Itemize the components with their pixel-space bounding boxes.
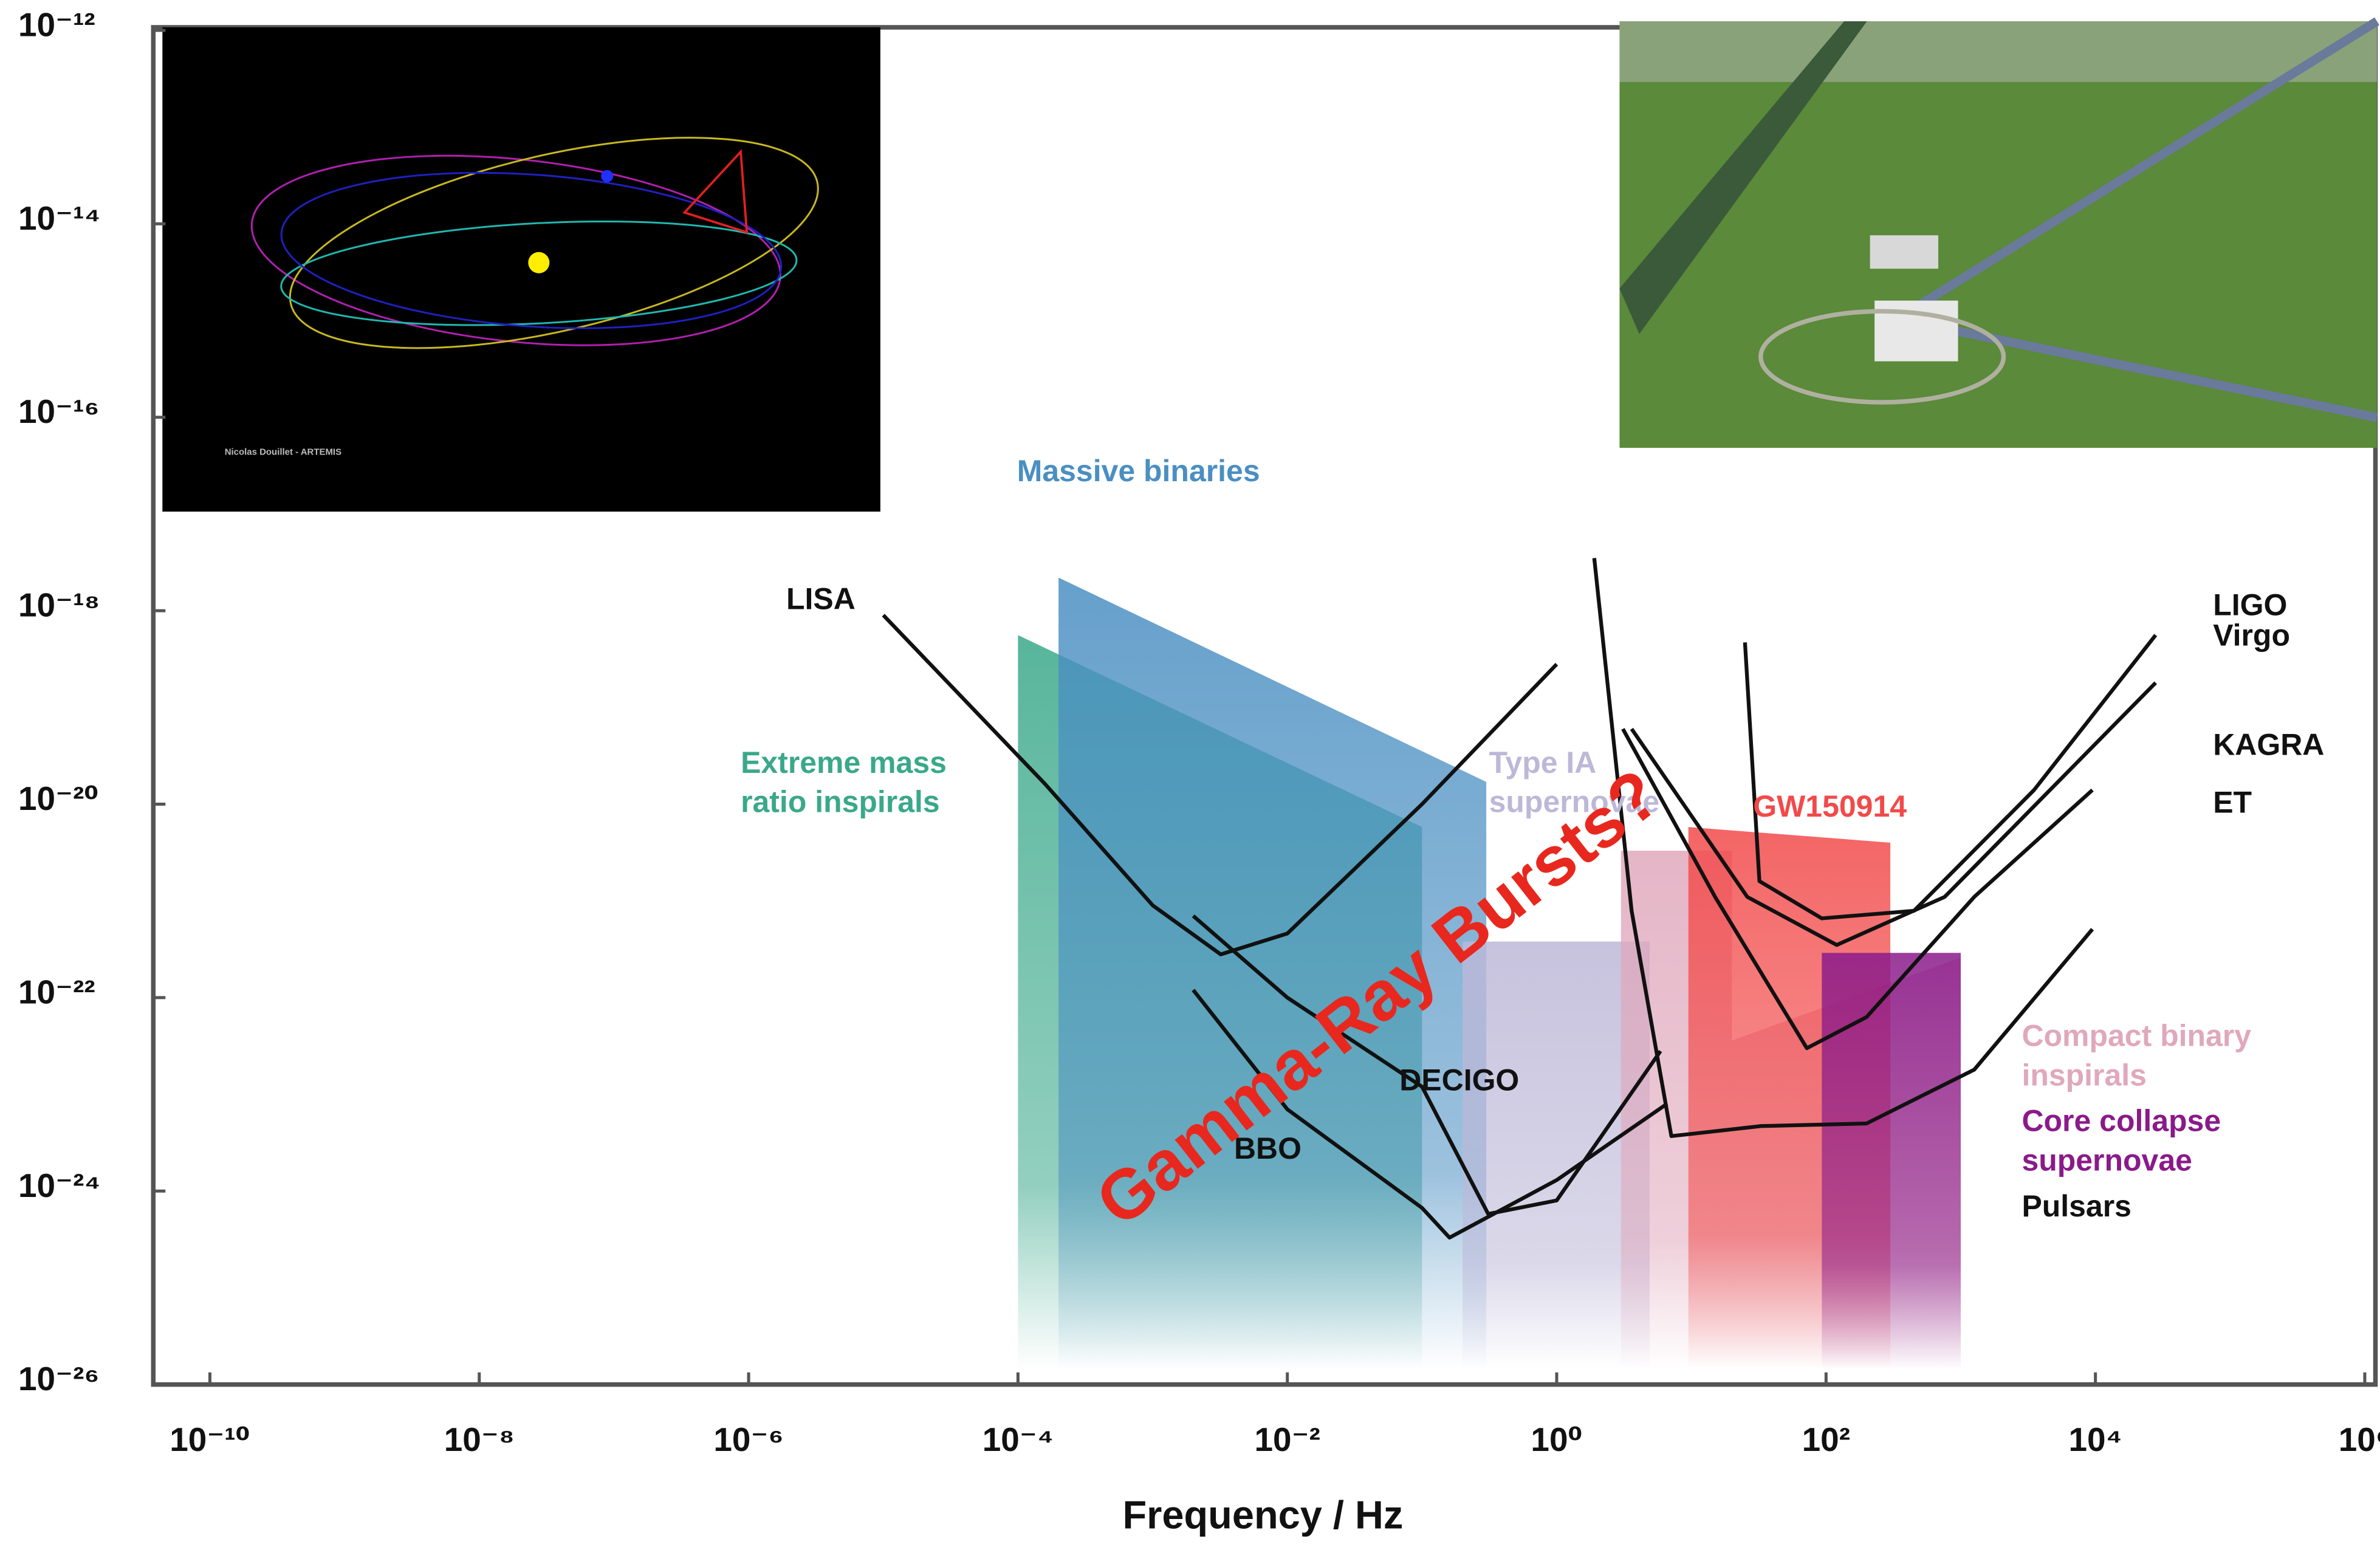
- series-label: Massive binaries: [1017, 453, 1412, 492]
- plot-area: [883, 558, 2156, 1370]
- series-label: Extreme mass ratio inspirals: [741, 744, 999, 835]
- y-tick-label: 10⁻¹²: [18, 5, 95, 43]
- series-label: Massive binaries: [1017, 453, 1412, 544]
- x-tick-label: 10⁰: [1531, 1421, 1582, 1458]
- series-label: Compact binary inspirals: [2022, 1017, 2325, 1096]
- y-tick-label: 10⁻²⁶: [18, 1360, 100, 1397]
- x-tick-label: 10⁻⁸: [444, 1421, 515, 1458]
- series-label: KAGRA: [2213, 727, 2324, 761]
- series-label: GW150914: [1753, 788, 1966, 828]
- x-tick-label: 10⁻⁶: [713, 1421, 783, 1458]
- photo-sky: [1619, 21, 2377, 82]
- x-tick-label: 10⁻⁴: [983, 1421, 1054, 1458]
- earth: [601, 170, 613, 182]
- photo-background: [1619, 21, 2377, 448]
- series-label: DECIGO: [1399, 1063, 1519, 1097]
- x-tick-label: 10²: [1802, 1421, 1850, 1458]
- building: [1870, 235, 1938, 269]
- x-tick-label: 10⁻¹⁰: [170, 1421, 250, 1458]
- x-tick-label: 10⁶: [2339, 1421, 2380, 1458]
- series-label: Compact binary inspirals: [2022, 1017, 2325, 1108]
- y-tick-label: 10⁻¹⁶: [18, 393, 100, 430]
- sun: [528, 252, 549, 273]
- series-label: Extreme mass ratio inspirals: [741, 744, 999, 823]
- y-tick-label: 10⁻²⁴: [18, 1167, 101, 1204]
- annotation: Pulsars: [2022, 1189, 2131, 1223]
- photo-credit: Nicolas Douillet - ARTEMIS: [225, 447, 341, 458]
- y-tick-label: 10⁻¹⁸: [18, 586, 100, 624]
- series-label: Core collapse supernovae: [2022, 1102, 2280, 1193]
- inset-background: [162, 27, 880, 512]
- y-tick-label: 10⁻²⁰: [18, 780, 98, 817]
- x-axis-title: Frequency / Hz: [1122, 1493, 1403, 1537]
- chart: 10⁻¹⁰ 10⁻⁸ 10⁻⁶ 10⁻⁴ 10⁻² 10⁰ 10² 10⁴ 10⁶ 10⁻²⁶ 10…: [0, 0, 2380, 1550]
- series-label: ET: [2213, 785, 2252, 819]
- y-tick-label: 10⁻¹⁴: [18, 199, 101, 237]
- y-tick-label: 10⁻²²: [18, 973, 95, 1010]
- series-label: Virgo: [2213, 619, 2290, 653]
- series-label: LISA: [786, 582, 856, 616]
- series-label: GW150914: [1753, 788, 1966, 879]
- x-tick-label: 10⁻²: [1254, 1421, 1320, 1458]
- x-tick-label: 10⁴: [2068, 1421, 2122, 1458]
- orbit-inset: [162, 27, 880, 512]
- series-label: Core collapse supernovae: [2022, 1102, 2280, 1181]
- photo-inset: [1619, 21, 2377, 448]
- series-label: LIGO: [2213, 588, 2287, 622]
- area: [1822, 953, 1961, 1369]
